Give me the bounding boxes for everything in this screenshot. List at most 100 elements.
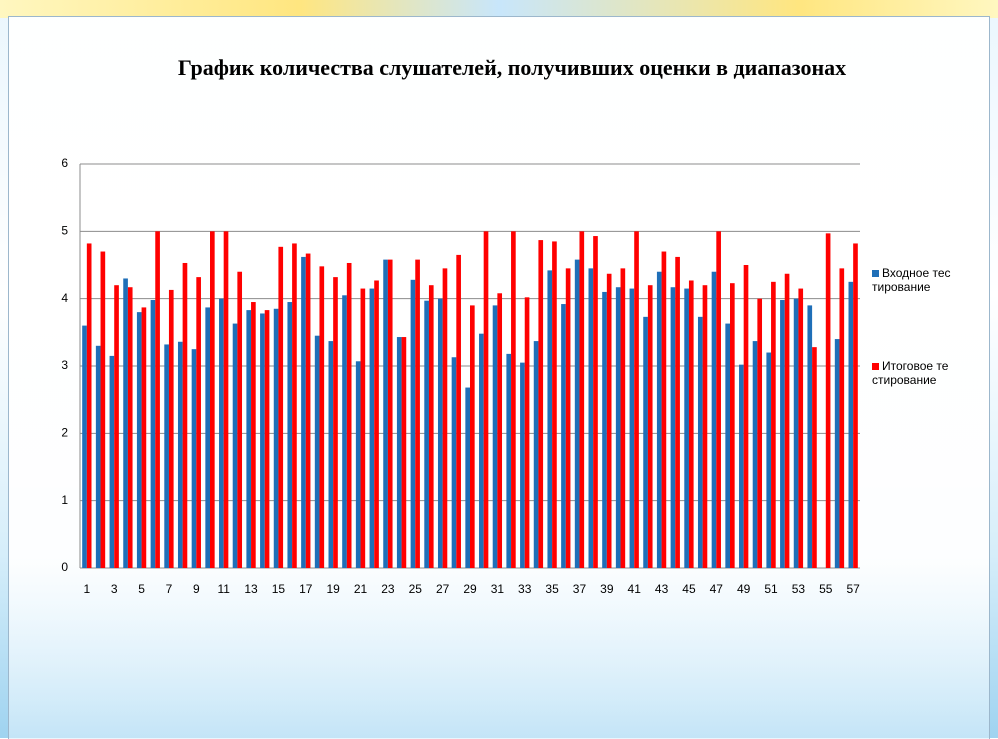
bar	[725, 323, 730, 568]
bar	[95, 345, 101, 568]
bar	[661, 251, 667, 569]
bar	[109, 355, 115, 568]
bar	[305, 253, 311, 568]
bar	[205, 307, 210, 568]
bar	[182, 262, 188, 568]
bar	[346, 262, 352, 568]
bar	[232, 323, 238, 568]
x-tick-label: 51	[764, 582, 778, 596]
bar	[428, 285, 434, 568]
bar	[319, 266, 325, 568]
bar	[210, 231, 215, 569]
bar	[328, 341, 334, 568]
bar	[177, 341, 183, 568]
bar	[136, 312, 142, 568]
bar	[552, 241, 557, 568]
bar	[342, 295, 347, 568]
x-tick-label: 31	[491, 582, 505, 596]
bar	[456, 254, 461, 568]
bar	[246, 310, 252, 568]
bar	[292, 243, 297, 568]
bar	[442, 268, 448, 568]
bar	[793, 298, 799, 568]
bar	[506, 353, 512, 568]
legend-swatch	[872, 363, 879, 370]
bar	[688, 280, 694, 568]
bar	[396, 337, 402, 568]
bar	[360, 288, 366, 568]
bar	[114, 285, 119, 568]
x-tick-label: 1	[83, 582, 90, 596]
bar	[752, 341, 758, 568]
bar	[415, 259, 420, 568]
bar	[520, 362, 525, 568]
bar	[643, 316, 648, 568]
bar	[716, 231, 721, 569]
bar	[702, 285, 708, 568]
bar	[675, 256, 680, 568]
bar	[524, 297, 530, 568]
x-tick-label: 39	[600, 582, 614, 596]
bar	[766, 352, 772, 568]
x-tick-label: 55	[819, 582, 833, 596]
bar	[479, 333, 484, 568]
bar	[574, 259, 580, 568]
bar	[374, 280, 379, 568]
chart-title: График количества слушателей, получивших…	[178, 55, 846, 80]
bar	[314, 335, 320, 568]
bar	[437, 298, 443, 568]
bar	[743, 265, 749, 568]
x-tick-label: 23	[381, 582, 395, 596]
bar	[629, 288, 635, 568]
bar	[711, 271, 717, 568]
bar	[470, 305, 475, 568]
bar	[634, 231, 639, 569]
bar	[260, 313, 265, 568]
x-tick-label: 17	[299, 582, 313, 596]
bar	[593, 236, 598, 568]
bar	[219, 298, 224, 568]
bar	[123, 278, 128, 568]
bar	[196, 277, 201, 568]
bar	[739, 364, 744, 568]
bar	[825, 233, 831, 568]
x-tick-label: 45	[682, 582, 696, 596]
bar	[784, 273, 790, 568]
bar	[511, 231, 516, 569]
bar	[383, 259, 388, 568]
x-tick-label: 53	[792, 582, 806, 596]
bar	[533, 341, 539, 568]
bar	[237, 271, 243, 568]
bar	[191, 349, 197, 568]
x-tick-label: 5	[138, 582, 145, 596]
bar	[492, 305, 498, 568]
legend-swatch	[872, 270, 879, 277]
y-tick-label: 4	[61, 291, 68, 305]
y-tick-label: 3	[61, 358, 68, 372]
x-tick-label: 57	[846, 582, 860, 596]
legend-label: Входное тестирование	[872, 266, 951, 294]
x-tick-label: 47	[710, 582, 724, 596]
bar	[164, 344, 169, 568]
legend-label: Итоговое тестирование	[872, 359, 949, 387]
bar	[807, 305, 813, 568]
bar	[757, 298, 763, 568]
bar	[127, 287, 133, 568]
x-tick-label: 7	[166, 582, 173, 596]
bar	[465, 387, 470, 568]
x-tick-label: 35	[545, 582, 559, 596]
legend-entry: Итоговое тестирование	[872, 359, 952, 387]
bar	[82, 325, 87, 568]
x-tick-label: 25	[409, 582, 423, 596]
bar	[656, 271, 662, 568]
bar	[670, 287, 676, 568]
bar	[602, 291, 607, 568]
y-tick-label: 0	[61, 560, 68, 574]
bar	[401, 337, 407, 568]
bar	[278, 246, 284, 568]
x-tick-label: 3	[111, 582, 118, 596]
bar	[150, 300, 156, 568]
bar	[483, 231, 489, 569]
x-tick-label: 11	[217, 582, 230, 596]
